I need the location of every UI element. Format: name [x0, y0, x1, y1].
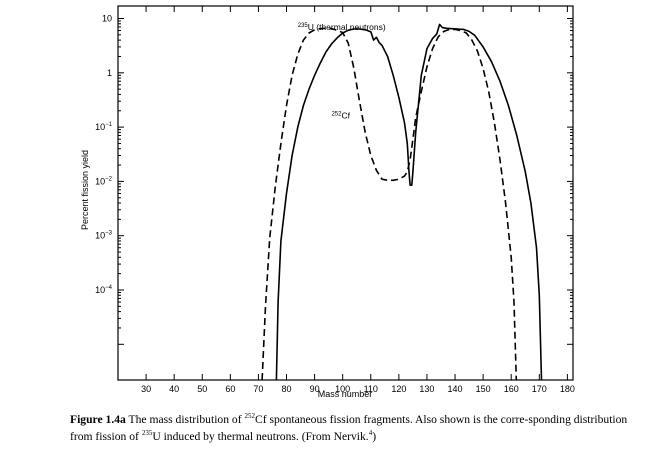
fission-yield-chart: 30 40 50 60 70 80 90 100 110 120 130 140 150 160 170 18…	[80, 5, 575, 399]
x-tick-label: 120	[391, 384, 406, 394]
x-tick-label: 100	[335, 384, 350, 394]
caption-text: The mass distribution of 252Cf spontaneo…	[70, 412, 628, 443]
y-axis-title: Percent fission yield	[80, 150, 90, 230]
x-tick-label: 150	[476, 384, 491, 394]
x-tick-label: 140	[448, 384, 463, 394]
x-tick-label: 40	[169, 384, 179, 394]
y-tick-label: 1	[107, 68, 112, 78]
y-tick-label: 10−3	[95, 231, 113, 241]
caption-label: Figure 1.4a	[70, 413, 126, 426]
x-tick-label: 70	[253, 384, 263, 394]
x-tick-label: 50	[197, 384, 207, 394]
x-tick-label: 110	[364, 384, 378, 394]
series-annotation-1: 235U (thermal neutrons)	[298, 22, 386, 32]
x-tick-label: 60	[225, 384, 235, 394]
x-axis-title: Mass number	[318, 389, 373, 399]
x-tick-label: 130	[419, 384, 434, 394]
x-axis-ticks: 30 40 50 60 70 80 90 100 110 120 130 140 150 160 170 18…	[141, 6, 575, 394]
x-tick-label: 30	[141, 384, 151, 394]
series-layer	[261, 23, 543, 381]
x-tick-label: 180	[560, 384, 575, 394]
y-tick-label: 10	[102, 14, 112, 24]
series-line-1	[261, 27, 518, 381]
x-tick-label: 80	[282, 384, 292, 394]
figure-caption: Figure 1.4a The mass distribution of 252…	[70, 411, 642, 445]
y-tick-label: 10−4	[95, 285, 113, 295]
y-axis-ticks: 10 1 10−1 10−2 10−3 10−4	[95, 14, 573, 345]
x-tick-label: 90	[310, 384, 320, 394]
annotations: 235U (thermal neutrons) 252Cf	[298, 22, 386, 121]
y-tick-label: 10−1	[95, 122, 113, 132]
series-annotation-2: 252Cf	[331, 110, 350, 120]
series-line-2	[275, 23, 543, 381]
x-tick-label: 170	[532, 384, 547, 394]
x-tick-label: 160	[504, 384, 519, 394]
y-tick-label: 10−2	[95, 176, 113, 186]
